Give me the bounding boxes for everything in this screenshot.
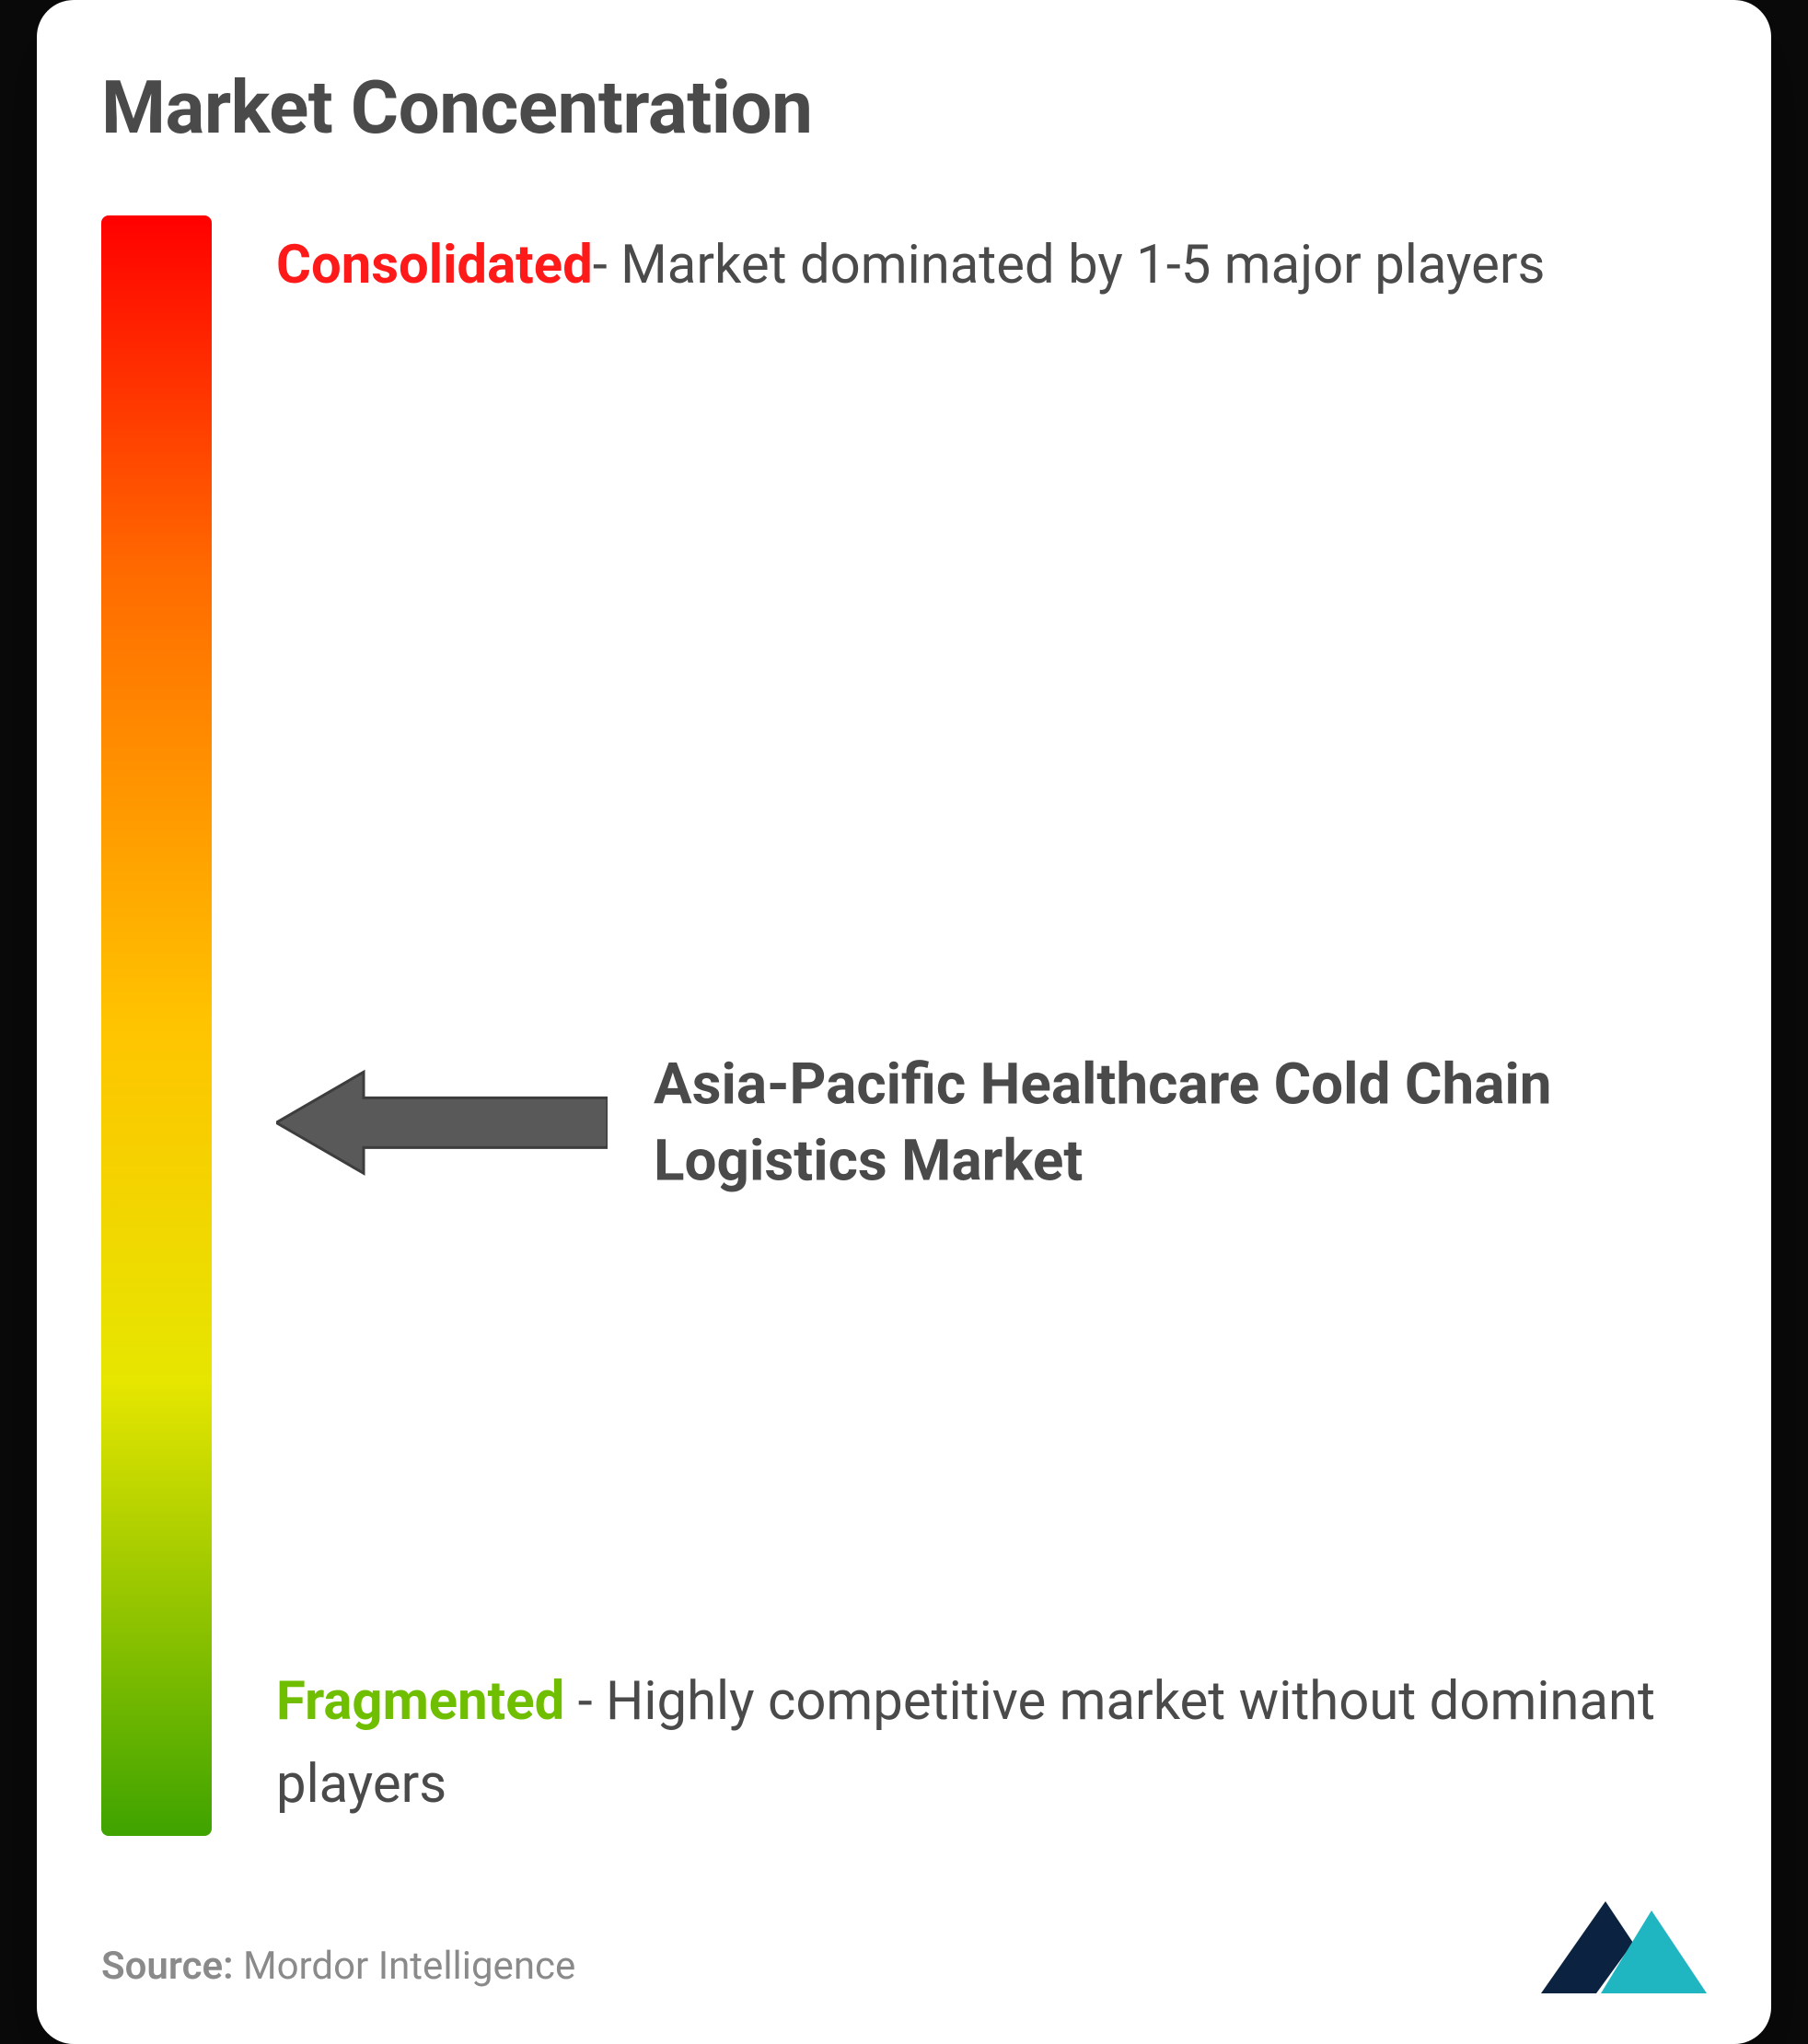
- labels-column: Consolidated- Market dominated by 1-5 ma…: [276, 215, 1707, 1836]
- mordor-logo-icon: [1541, 1892, 1707, 1993]
- chart-content: Consolidated- Market dominated by 1-5 ma…: [101, 215, 1707, 1836]
- consolidated-desc: - Market dominated by 1-5 major players: [593, 234, 1546, 296]
- market-concentration-card: Market Concentration Consolidated- Marke…: [37, 0, 1771, 2044]
- chart-title: Market Concentration: [101, 64, 1707, 151]
- fragmented-label: Fragmented - Highly competitive market w…: [276, 1661, 1670, 1827]
- concentration-gradient-bar: [101, 215, 212, 1836]
- fragmented-tag: Fragmented: [276, 1670, 564, 1733]
- market-name-label: Asia-Pacific Healthcare Cold Chain Logis…: [654, 1046, 1707, 1200]
- market-position-marker: Asia-Pacific Healthcare Cold Chain Logis…: [276, 1046, 1707, 1200]
- source-attribution: Source: Mordor Intelligence: [101, 1944, 575, 1989]
- source-value: Mordor Intelligence: [243, 1944, 575, 1989]
- consolidated-label: Consolidated- Market dominated by 1-5 ma…: [276, 225, 1670, 308]
- consolidated-tag: Consolidated: [276, 234, 593, 296]
- arrow-left-icon: [276, 1068, 608, 1179]
- source-label: Source:: [101, 1944, 234, 1989]
